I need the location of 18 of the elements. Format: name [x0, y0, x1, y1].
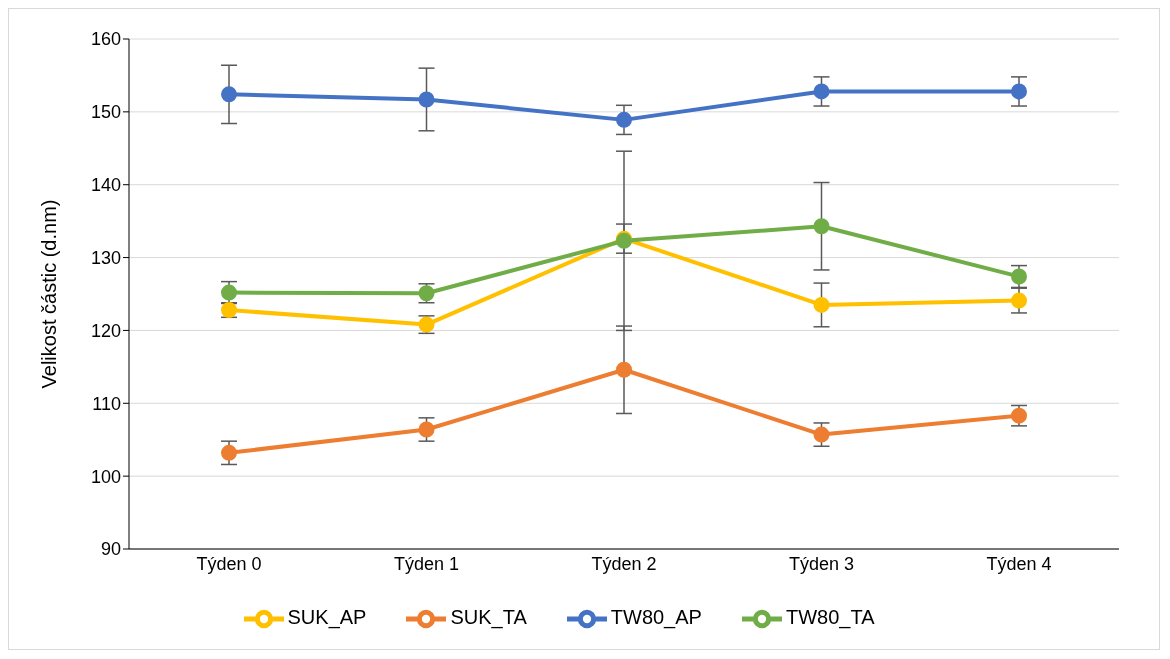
- x-tick-label: Týden 0: [196, 553, 262, 574]
- y-tick-label: 140: [90, 175, 121, 196]
- legend-label: SUK_TA: [450, 606, 527, 629]
- y-tick-label: 130: [90, 247, 121, 268]
- x-tick-label: Týden 2: [591, 553, 657, 574]
- x-tick-label: Týden 3: [788, 553, 855, 574]
- y-tick-label: 160: [90, 29, 121, 50]
- legend-label: TW80_AP: [610, 606, 702, 629]
- x-tick-label: Týden 4: [986, 553, 1052, 574]
- legend-label: SUK_AP: [287, 606, 367, 629]
- y-tick-label: 100: [90, 466, 121, 487]
- y-tick-label: 110: [92, 393, 121, 414]
- y-tick-label: 90: [100, 539, 121, 560]
- y-axis-title: Velikost částic (d.nm): [38, 199, 61, 389]
- x-tick-label: Týden 1: [393, 553, 460, 574]
- y-tick-label: 120: [90, 320, 121, 341]
- legend-label: TW80_TA: [785, 606, 875, 629]
- y-tick-label: 150: [90, 102, 121, 123]
